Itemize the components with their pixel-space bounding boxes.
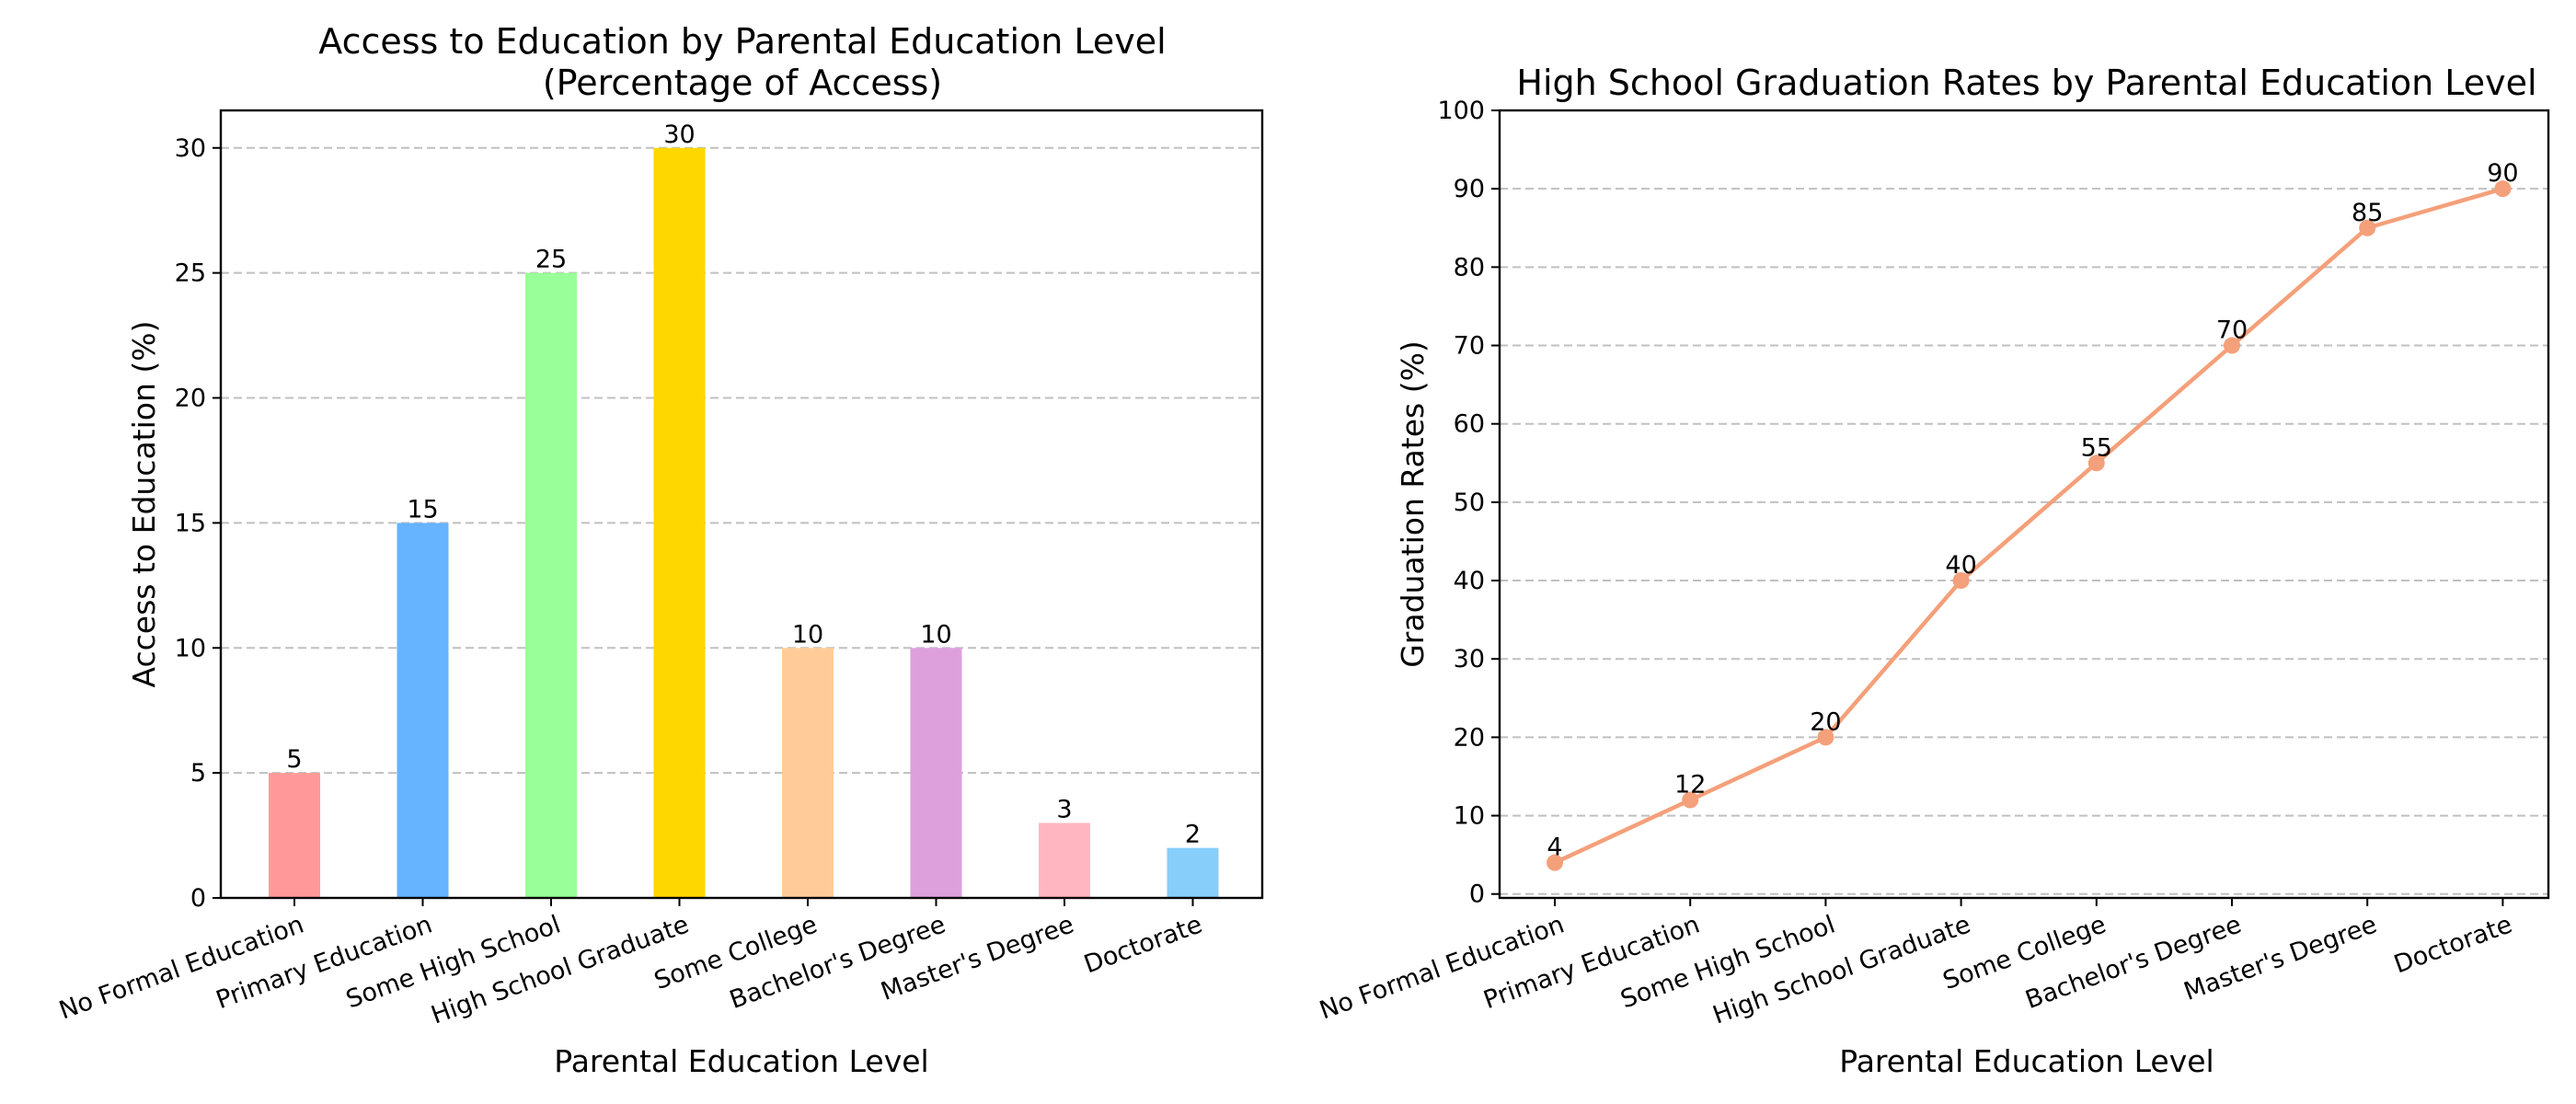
bar-high-school-graduate — [653, 147, 706, 898]
line-chart-x-tick-label: High School Graduate — [1709, 910, 1974, 1029]
line-chart-y-axis-label: Graduation Rates (%) — [1395, 340, 1431, 668]
bar-some-high-school — [525, 272, 577, 899]
graduation-line-chart: High School Graduation Rates by Parental… — [1316, 63, 2550, 1079]
line-chart-series — [1547, 180, 2512, 871]
line-chart-data-labels: 4 12 20 40 55 70 85 90 — [1547, 159, 2518, 861]
bar-bachelor-s-degree — [910, 648, 962, 898]
bar-primary-education — [397, 523, 449, 898]
bar-chart-y-tick-label: 0 — [190, 884, 206, 913]
bar-value-label: 10 — [792, 620, 823, 649]
bar-chart-x-axis-label: Parental Education Level — [554, 1043, 928, 1079]
bar-value-label: 15 — [407, 495, 438, 523]
point-doctorate — [2494, 180, 2512, 198]
bar-value-label: 30 — [663, 121, 695, 149]
bar-chart-bars — [269, 147, 1219, 899]
line-chart-y-tick-label: 40 — [1454, 567, 1485, 595]
bar-value-label: 2 — [1185, 821, 1201, 849]
line-chart-y-tick-label: 70 — [1454, 332, 1485, 361]
bar-chart-title-line2: (Percentage of Access) — [543, 63, 942, 103]
bar-chart-y-tick-label: 10 — [175, 634, 206, 662]
line-chart-x-tick-label: Doctorate — [2390, 910, 2516, 979]
bar-value-label: 3 — [1056, 795, 1072, 823]
line-chart-x-axis-label: Parental Education Level — [1839, 1043, 2214, 1079]
point-value-label: 85 — [2352, 199, 2383, 227]
bar-chart-x-tick-label: Primary Education — [213, 910, 436, 1015]
point-primary-education — [1682, 791, 1699, 809]
line-chart-x-tick-label: No Formal Education — [1316, 910, 1568, 1025]
bar-value-label: 25 — [535, 246, 567, 274]
point-bachelor-s-degree — [2224, 337, 2240, 354]
line-chart-y-tick-label: 100 — [1437, 97, 1485, 125]
bar-chart-plot-frame — [219, 109, 1264, 900]
line-chart-y-tick-label: 60 — [1454, 410, 1485, 439]
access-bar-chart: Access to Education by Parental Educatio… — [55, 21, 1264, 1079]
line-chart-y-tick-label: 80 — [1454, 253, 1485, 282]
bar-chart-y-tick-label: 30 — [175, 134, 206, 163]
point-high-school-graduate — [1952, 572, 1970, 590]
line-chart-plot-frame — [1498, 109, 2550, 900]
bar-chart-y-ticks: 0 5 10 15 20 25 30 — [175, 134, 221, 913]
point-value-label: 4 — [1547, 834, 1562, 862]
line-chart-title: High School Graduation Rates by Parental… — [1516, 63, 2536, 103]
line-chart-y-tick-label: 50 — [1454, 489, 1485, 517]
line-chart-y-tick-label: 10 — [1454, 802, 1485, 831]
point-value-label: 55 — [2081, 433, 2112, 462]
point-value-label: 90 — [2487, 159, 2518, 188]
point-value-label: 12 — [1674, 771, 1706, 799]
line-chart-y-tick-label: 0 — [1469, 880, 1485, 909]
bar-no-formal-education — [269, 773, 320, 898]
point-value-label: 40 — [1945, 551, 1976, 580]
line-chart-gridlines — [1500, 188, 2548, 895]
line-chart-y-ticks: 0 10 20 30 40 50 60 70 80 90 100 — [1437, 97, 1500, 909]
line-chart-y-tick-label: 30 — [1454, 645, 1485, 673]
bar-chart-x-tick-label: Doctorate — [1080, 910, 1206, 979]
bar-chart-y-tick-label: 20 — [175, 385, 206, 413]
bar-value-label: 10 — [920, 620, 951, 649]
bar-chart-x-tick-label: Bachelor's Degree — [726, 910, 949, 1015]
line-chart-y-tick-label: 90 — [1454, 175, 1485, 203]
point-no-formal-education — [1547, 854, 1563, 871]
line-chart-y-tick-label: 20 — [1454, 723, 1485, 752]
bar-doctorate — [1167, 847, 1219, 898]
bar-chart-data-labels: 5 15 25 30 10 10 3 2 — [286, 121, 1201, 849]
point-master-s-degree — [2359, 219, 2376, 236]
bar-chart-title-line1: Access to Education by Parental Educatio… — [318, 21, 1166, 62]
bar-value-label: 5 — [286, 745, 302, 774]
bar-master-s-degree — [1039, 822, 1090, 898]
bar-chart-y-axis-label: Access to Education (%) — [126, 321, 162, 688]
bar-some-college — [782, 648, 834, 898]
point-some-college — [2087, 454, 2105, 472]
point-some-high-school — [1817, 729, 1834, 746]
bar-chart-gridlines — [221, 146, 1262, 775]
bar-chart-y-tick-label: 15 — [175, 509, 206, 537]
bar-chart-y-tick-label: 25 — [175, 259, 206, 288]
graduation-rate-line — [1554, 187, 2504, 865]
point-value-label: 20 — [1810, 707, 1841, 736]
bar-chart-y-tick-label: 5 — [190, 759, 206, 788]
point-value-label: 70 — [2216, 316, 2248, 345]
